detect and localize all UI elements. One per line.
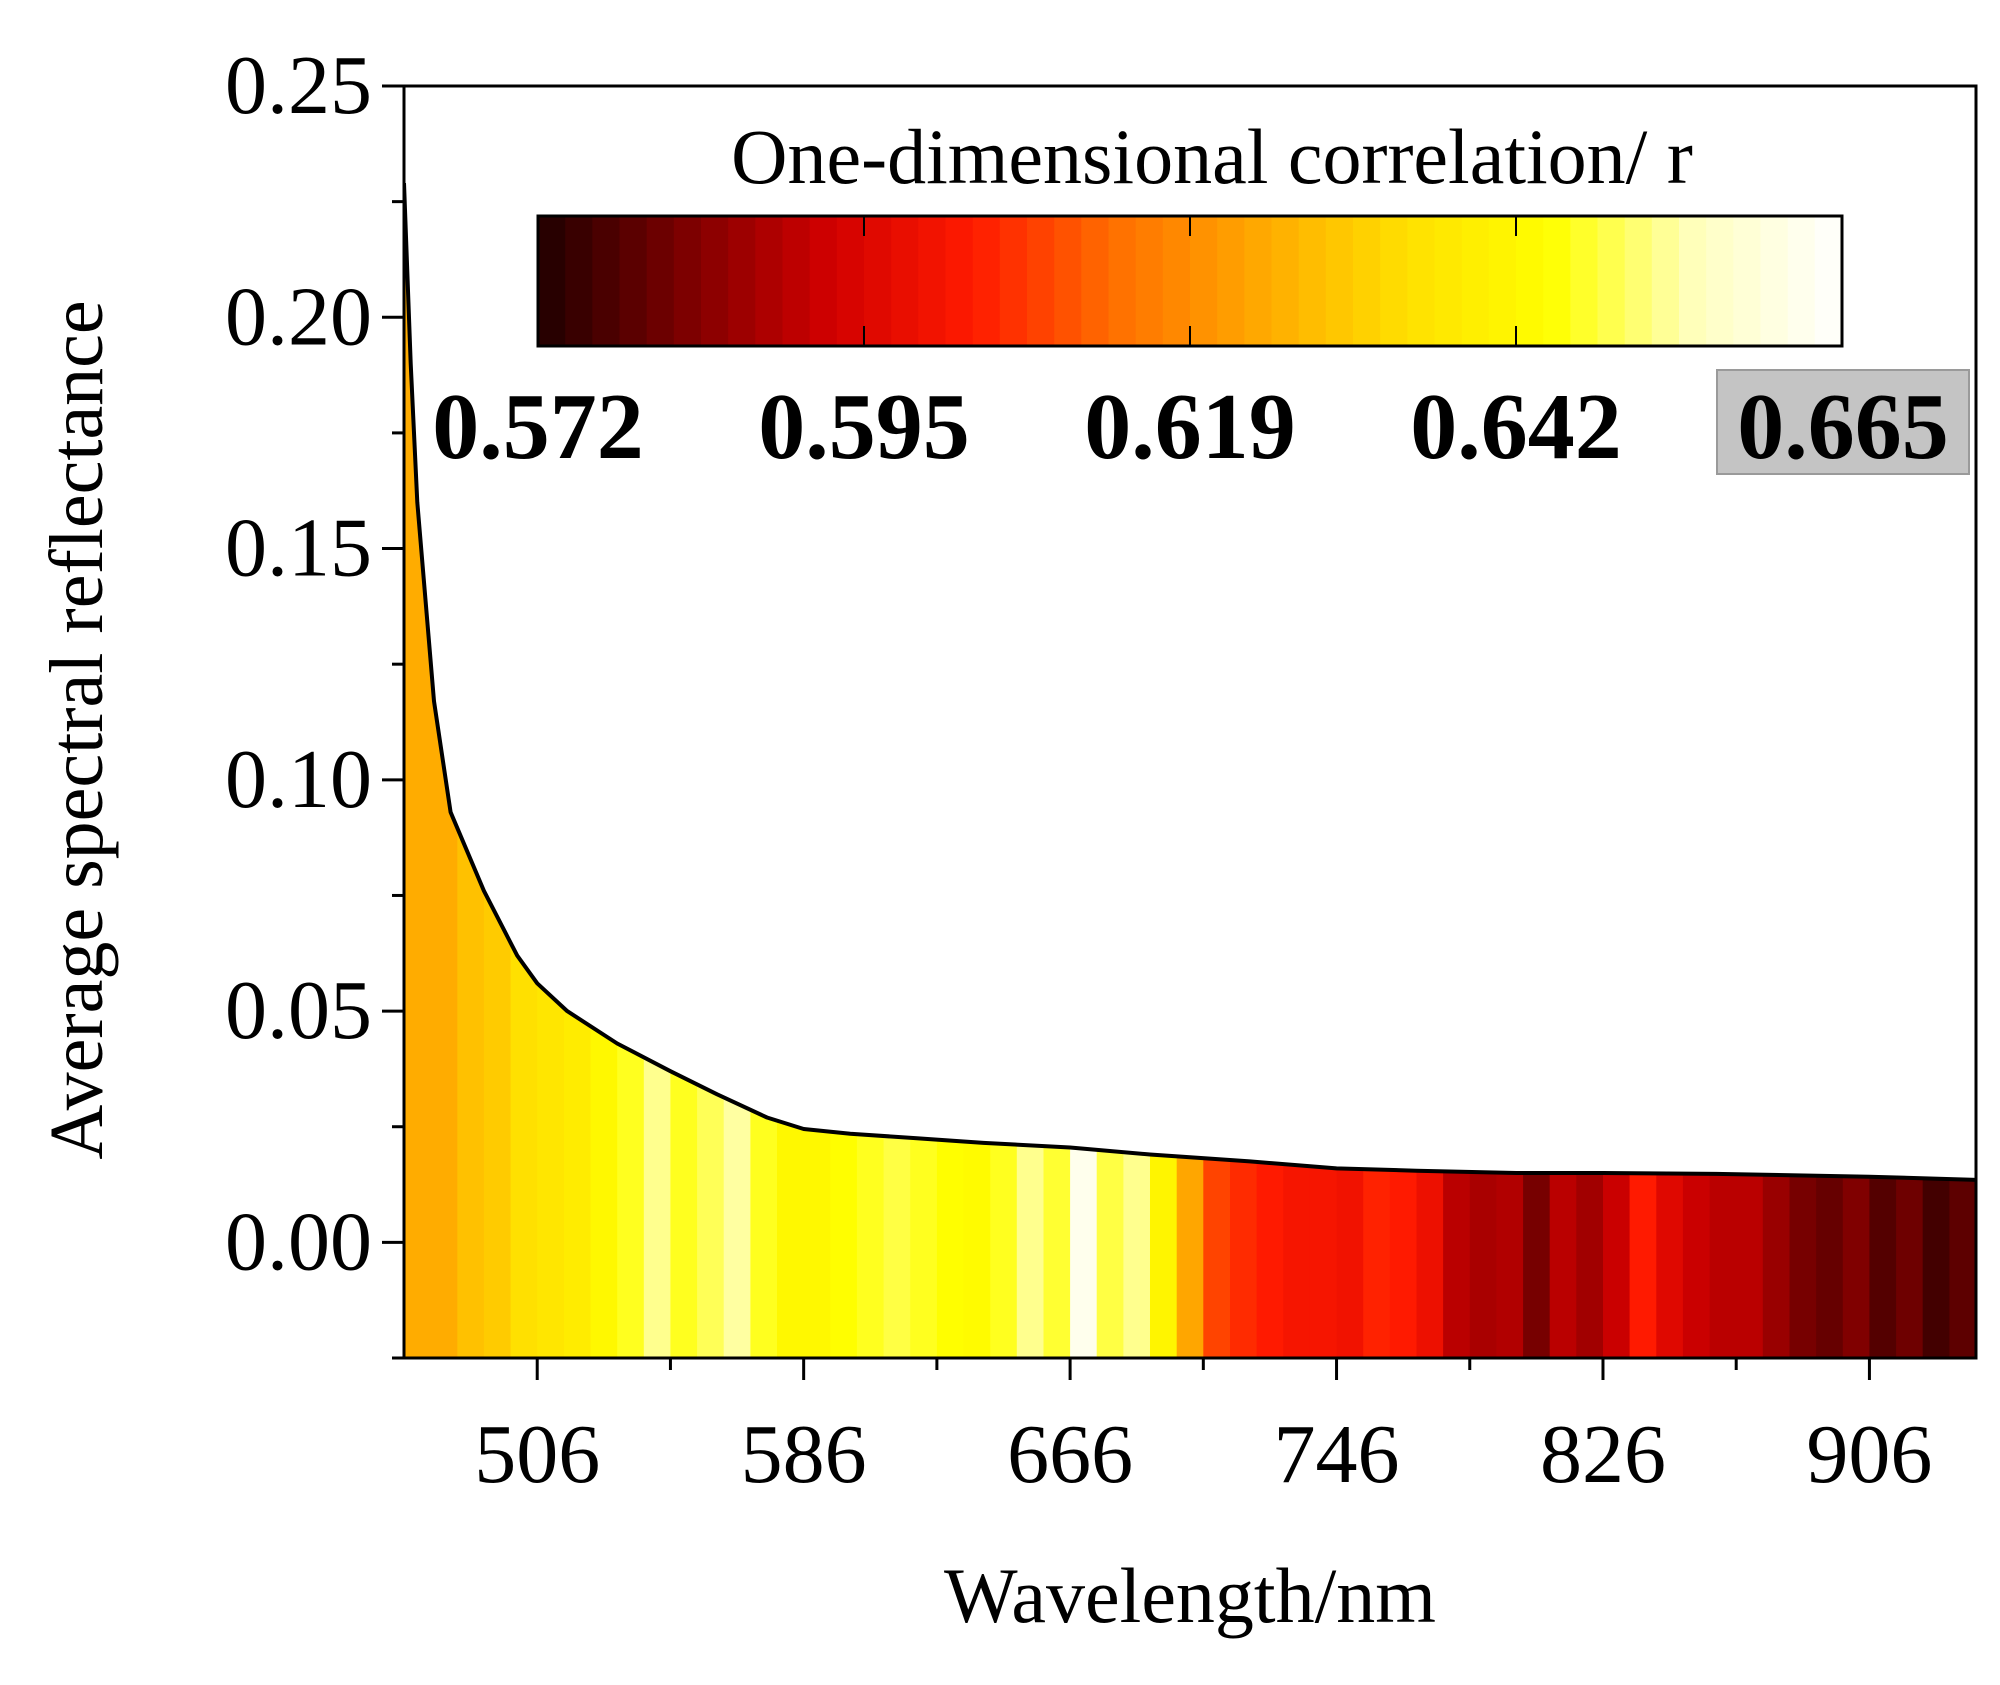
- colorbar-segment: [673, 216, 702, 346]
- y-axis-label: Average spectral reflectance: [35, 300, 119, 1159]
- colorbar-segment: [701, 216, 729, 346]
- colorbar-segment: [1570, 216, 1599, 346]
- colorbar-segment: [1733, 216, 1762, 346]
- colorbar-segment: [1353, 216, 1381, 346]
- colorbar-segment: [1135, 216, 1164, 346]
- colorbar-segment: [1651, 216, 1680, 346]
- colorbar-segment: [1244, 216, 1273, 346]
- white-mask-layer: [404, 86, 1976, 1180]
- colorbar-segment: [728, 216, 757, 346]
- y-tick-label: 0.10: [225, 733, 372, 826]
- x-tick-label: 906: [1806, 1408, 1932, 1501]
- colorbar-segment: [1027, 216, 1055, 346]
- colorbar-segment: [1488, 216, 1517, 346]
- colorbar-segment: [1054, 216, 1083, 346]
- colorbar-segment: [1217, 216, 1246, 346]
- x-tick-label: 746: [1274, 1408, 1400, 1501]
- x-axis-label: Wavelength/nm: [944, 1552, 1436, 1639]
- colorbar-segment: [891, 216, 920, 346]
- reflectance-line: [404, 183, 1976, 1182]
- colorbar-tick-label: 0.572: [432, 375, 644, 479]
- colorbar-segment: [972, 216, 1001, 346]
- colorbar-segment: [646, 216, 675, 346]
- colorbar-segment: [809, 216, 838, 346]
- colorbar-segment: [1434, 216, 1463, 346]
- plot-frame: [402, 84, 1978, 1360]
- colorbar-segment: [1298, 216, 1327, 346]
- colorbar: 0.572 0.595 0.619 0.642 0.665: [432, 214, 1970, 479]
- colorbar-segment: [1162, 216, 1191, 346]
- colorbar-segment: [1380, 216, 1409, 346]
- colorbar-segment: [945, 216, 974, 346]
- x-tick-label: 666: [1007, 1408, 1133, 1501]
- colorbar-tick-label: 0.642: [1410, 375, 1622, 479]
- y-tick-label: 0.20: [225, 270, 372, 363]
- colorbar-segment: [836, 216, 865, 346]
- colorbar-segment: [1706, 216, 1735, 346]
- colorbar-tick-label: 0.619: [1084, 375, 1296, 479]
- colorbar-segment: [592, 216, 621, 346]
- y-tick-label: 0.00: [225, 1195, 372, 1288]
- colorbar-segment: [864, 216, 892, 346]
- colorbar-segment: [619, 216, 648, 346]
- colorbar-tick-label: 0.665: [1737, 375, 1949, 479]
- axes-layer: 0.00 0.05 0.10 0.15 0.20 0.25 506 586 666 746 826 9…: [225, 39, 1978, 1501]
- y-tick-label: 0.25: [225, 39, 372, 132]
- colorbar-segment: [1108, 216, 1137, 346]
- colorbar-segment: [782, 216, 811, 346]
- colorbar-segment: [1760, 216, 1789, 346]
- colorbar-segment: [755, 216, 784, 346]
- colorbar-segment: [538, 216, 566, 346]
- colorbar-segment: [1787, 216, 1816, 346]
- colorbar-segment: [1271, 216, 1300, 346]
- y-tick-label: 0.05: [225, 964, 372, 1057]
- colorbar-segment: [565, 216, 594, 346]
- colorbar-segment: [1624, 216, 1653, 346]
- colorbar-label-highlight: [1716, 369, 1970, 475]
- colorbar-segment: [1814, 216, 1843, 346]
- colorbar-segment: [1190, 216, 1218, 346]
- colorbar-segment: [1516, 216, 1544, 346]
- colorbar-segment: [1597, 216, 1626, 346]
- colorbar-segment: [1461, 216, 1490, 346]
- colorbar-segment: [1081, 216, 1110, 346]
- colorbar-segment: [918, 216, 947, 346]
- colorbar-segment: [999, 216, 1028, 346]
- colorbar-segment: [1543, 216, 1572, 346]
- colorbar-segment: [1679, 216, 1707, 346]
- y-tick-label: 0.15: [225, 502, 372, 595]
- line-layer: [404, 183, 1976, 1182]
- colorbar-tick-label: 0.595: [758, 375, 970, 479]
- colorbar-segment: [1407, 216, 1436, 346]
- colorbar-title: One-dimensional correlation/ r: [731, 113, 1693, 200]
- colorbar-segment: [1325, 216, 1354, 346]
- x-tick-label: 506: [474, 1408, 600, 1501]
- area-mask: [404, 86, 1976, 1180]
- x-tick-label: 586: [741, 1408, 867, 1501]
- x-tick-label: 826: [1540, 1408, 1666, 1501]
